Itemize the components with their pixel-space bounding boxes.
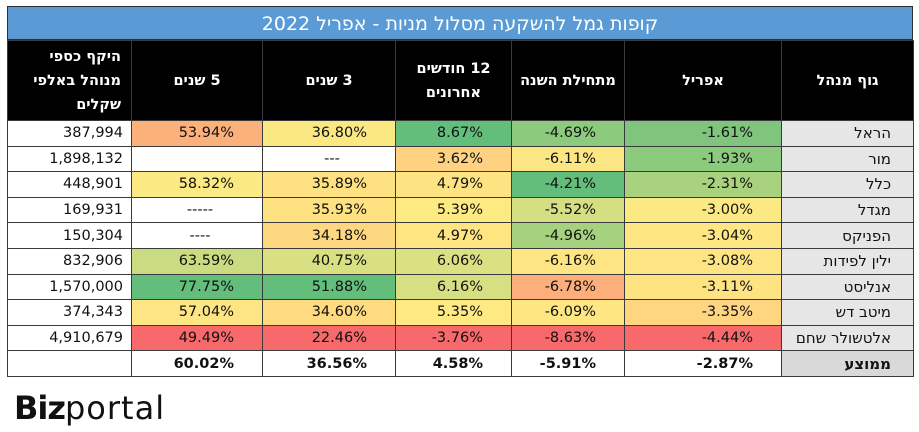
logo-biz: Biz [14,389,66,427]
cell-manager: אלטשולר שחם [781,324,914,352]
cell-april: -3.04% [624,222,782,249]
cell-aum: 150,304 [7,222,132,249]
returns-table: היקף כספי מנוהל באלפי שקלים 5 שנים 3 שני… [7,40,914,377]
cell-aum: 4,910,679 [7,324,132,352]
cell-april: -3.11% [624,273,782,301]
cell-y3: 35.89% [262,171,396,198]
table-row: 387,994 53.94% 36.80% 8.67% -4.69% -1.61% הראל [7,120,914,147]
cell-ytd: -8.63% [511,324,625,352]
cell-ytd: -6.16% [511,247,625,275]
cell-manager: ממוצע [781,350,914,377]
cell-ytd: -4.69% [511,120,625,147]
cell-m12: 6.16% [395,273,512,301]
header-12m: 12 חודשים אחרונים [395,40,512,121]
cell-manager: מיטב דש [781,299,914,326]
table-row: 169,931 ----- 35.93% 5.39% -5.52% -3.00% מגדל [7,196,914,224]
cell-aum: 1,570,000 [7,273,132,301]
cell-manager: אנליסט [781,273,914,301]
cell-y5: 63.59% [131,247,263,275]
cell-m12: 5.35% [395,299,512,326]
cell-m12: 4.79% [395,171,512,198]
cell-manager: כלל [781,171,914,198]
table-row: 448,901 58.32% 35.89% 4.79% -4.21% -2.31% כלל [7,171,914,198]
fund-returns-panel: קופות גמל להשקעה מסלול מניות - אפריל 202… [7,6,914,377]
cell-y3: 22.46% [262,324,396,352]
cell-y5: 60.02% [131,350,263,377]
cell-m12: 8.67% [395,120,512,147]
cell-manager: מור [781,145,914,173]
cell-manager: ילין לפידות [781,247,914,275]
cell-y3: 34.18% [262,222,396,249]
cell-y5: 77.75% [131,273,263,301]
cell-april: -1.93% [624,145,782,173]
header-3y: 3 שנים [262,40,396,121]
cell-april: -3.08% [624,247,782,275]
cell-aum: 832,906 [7,247,132,275]
cell-ytd: -6.11% [511,145,625,173]
cell-ytd: -5.52% [511,196,625,224]
cell-y3: 40.75% [262,247,396,275]
header-april: אפריל [624,40,782,121]
cell-ytd: -6.78% [511,273,625,301]
logo-portal: portal [64,389,166,427]
cell-y5 [131,145,263,173]
cell-manager: הפניקס [781,222,914,249]
cell-y5: 58.32% [131,171,263,198]
table-row: 150,304 ---- 34.18% 4.97% -4.96% -3.04% הפניקס [7,222,914,249]
header-5y: 5 שנים [131,40,263,121]
cell-ytd: -6.09% [511,299,625,326]
header-aum: היקף כספי מנוהל באלפי שקלים [7,40,132,121]
cell-aum: 374,343 [7,299,132,326]
cell-ytd: -4.96% [511,222,625,249]
cell-aum: 448,901 [7,171,132,198]
cell-april: -3.00% [624,196,782,224]
cell-y3: 34.60% [262,299,396,326]
cell-y5: ---- [131,222,263,249]
cell-aum: 1,898,132 [7,145,132,173]
table-row: 4,910,679 49.49% 22.46% -3.76% -8.63% -4.44% א… [7,324,914,352]
cell-manager: מגדל [781,196,914,224]
cell-april: -2.87% [624,350,782,377]
cell-y5: 53.94% [131,120,263,147]
average-row: 60.02% 36.56% 4.58% -5.91% -2.87% ממוצע [7,350,914,377]
table-row: 1,570,000 77.75% 51.88% 6.16% -6.78% -3.11% אנ… [7,273,914,301]
cell-m12: -3.76% [395,324,512,352]
cell-y5: 57.04% [131,299,263,326]
cell-y3: 36.80% [262,120,396,147]
table-body: 387,994 53.94% 36.80% 8.67% -4.69% -1.61% הראל… [7,120,914,377]
cell-ytd: -5.91% [511,350,625,377]
header-row: היקף כספי מנוהל באלפי שקלים 5 שנים 3 שני… [7,40,914,121]
table-title: קופות גמל להשקעה מסלול מניות - אפריל 202… [7,6,913,40]
cell-april: -2.31% [624,171,782,198]
table-row: 1,898,132 --- 3.62% -6.11% -1.93% מור [7,145,914,173]
cell-m12: 4.97% [395,222,512,249]
header-ytd: מתחילת השנה [511,40,625,121]
cell-m12: 4.58% [395,350,512,377]
table-row: 832,906 63.59% 40.75% 6.06% -6.16% -3.08% ילין… [7,247,914,275]
cell-m12: 3.62% [395,145,512,173]
cell-aum [7,350,132,377]
header-manager: גוף מנהל [781,40,914,121]
table-row: 374,343 57.04% 34.60% 5.35% -6.09% -3.35% מיטב… [7,299,914,326]
cell-aum: 169,931 [7,196,132,224]
cell-y3: 36.56% [262,350,396,377]
cell-ytd: -4.21% [511,171,625,198]
cell-april: -1.61% [624,120,782,147]
cell-y3: 51.88% [262,273,396,301]
cell-y5: 49.49% [131,324,263,352]
cell-aum: 387,994 [7,120,132,147]
bizportal-logo: Biz portal [14,389,166,427]
cell-y3: --- [262,145,396,173]
cell-m12: 6.06% [395,247,512,275]
cell-y5: ----- [131,196,263,224]
cell-y3: 35.93% [262,196,396,224]
cell-manager: הראל [781,120,914,147]
cell-m12: 5.39% [395,196,512,224]
cell-april: -3.35% [624,299,782,326]
cell-april: -4.44% [624,324,782,352]
